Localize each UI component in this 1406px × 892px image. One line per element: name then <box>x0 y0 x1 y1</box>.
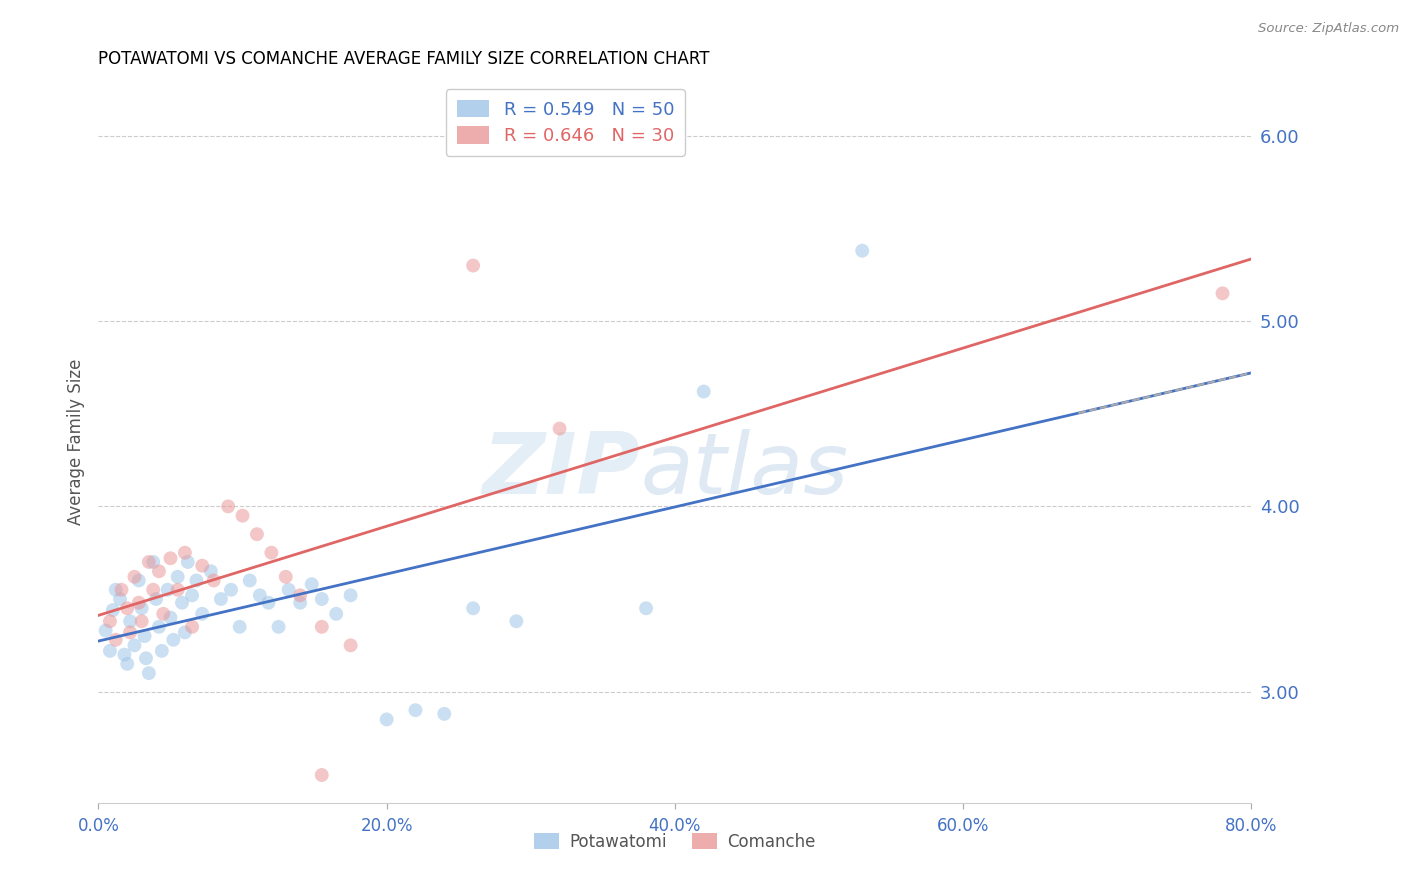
Point <box>325 607 347 621</box>
Point <box>311 620 333 634</box>
Point <box>98 614 121 628</box>
Point <box>94 624 117 638</box>
Point <box>104 582 127 597</box>
Point <box>339 588 361 602</box>
Point <box>636 601 658 615</box>
Point <box>339 638 361 652</box>
Text: POTAWATOMI VS COMANCHE AVERAGE FAMILY SIZE CORRELATION CHART: POTAWATOMI VS COMANCHE AVERAGE FAMILY SI… <box>98 50 710 68</box>
Y-axis label: Average Family Size: Average Family Size <box>66 359 84 524</box>
Point <box>228 620 250 634</box>
Point <box>117 657 139 671</box>
Point <box>186 574 208 588</box>
Point <box>311 768 333 782</box>
Point <box>112 648 135 662</box>
Point <box>181 620 204 634</box>
Point <box>142 582 165 597</box>
Point <box>267 620 290 634</box>
Text: atlas: atlas <box>640 429 848 512</box>
Point <box>108 592 131 607</box>
Point <box>301 577 323 591</box>
Point <box>249 588 271 602</box>
Point <box>202 574 225 588</box>
Point <box>142 555 165 569</box>
Point <box>209 592 232 607</box>
Point <box>191 607 214 621</box>
Point <box>101 603 124 617</box>
Point <box>104 632 127 647</box>
Point <box>120 625 142 640</box>
Point <box>200 564 222 578</box>
Point <box>128 574 150 588</box>
Point <box>156 582 179 597</box>
Point <box>693 384 716 399</box>
Point <box>231 508 254 523</box>
Point <box>145 592 167 607</box>
Point <box>548 421 571 435</box>
Point <box>128 596 150 610</box>
Point <box>461 259 484 273</box>
Point <box>174 546 197 560</box>
Point <box>260 546 283 560</box>
Point <box>277 582 299 597</box>
Point <box>166 570 188 584</box>
Point <box>166 582 188 597</box>
Point <box>159 610 181 624</box>
Point <box>851 244 873 258</box>
Point <box>217 500 239 514</box>
Point <box>246 527 269 541</box>
Point <box>191 558 214 573</box>
Point <box>219 582 242 597</box>
Point <box>1212 286 1234 301</box>
Point <box>124 570 146 584</box>
Point <box>131 601 153 615</box>
Text: Source: ZipAtlas.com: Source: ZipAtlas.com <box>1258 22 1399 36</box>
Point <box>239 574 262 588</box>
Point <box>174 625 197 640</box>
Point <box>124 638 146 652</box>
Point <box>131 614 153 628</box>
Point <box>148 564 170 578</box>
Point <box>138 555 160 569</box>
Point <box>274 570 297 584</box>
Point <box>177 555 200 569</box>
Point <box>170 596 193 610</box>
Point <box>120 614 142 628</box>
Point <box>152 607 174 621</box>
Text: ZIP: ZIP <box>482 429 640 512</box>
Point <box>159 551 181 566</box>
Point <box>150 644 173 658</box>
Point <box>290 596 312 610</box>
Point <box>181 588 204 602</box>
Point <box>162 632 184 647</box>
Legend: Potawatomi, Comanche: Potawatomi, Comanche <box>526 825 824 860</box>
Point <box>257 596 280 610</box>
Point <box>505 614 527 628</box>
Point <box>433 706 456 721</box>
Point <box>461 601 484 615</box>
Point <box>138 666 160 681</box>
Point <box>311 592 333 607</box>
Point <box>110 582 132 597</box>
Point <box>117 601 139 615</box>
Point <box>290 588 312 602</box>
Point <box>405 703 427 717</box>
Point <box>134 629 156 643</box>
Point <box>148 620 170 634</box>
Point <box>375 713 398 727</box>
Point <box>135 651 157 665</box>
Point <box>98 644 121 658</box>
